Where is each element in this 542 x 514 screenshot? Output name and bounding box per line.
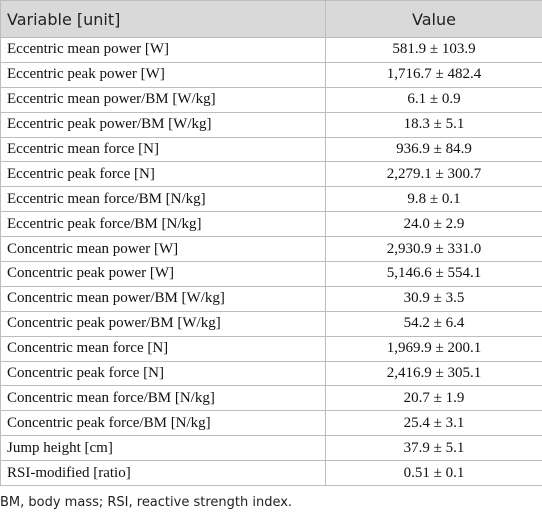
value-cell: 2,416.9 ± 305.1 bbox=[325, 360, 542, 387]
variable-cell: Eccentric mean force/BM [N/kg] bbox=[0, 186, 326, 213]
value-cell: 9.8 ± 0.1 bbox=[325, 186, 542, 213]
header-row: Variable [unit] Value bbox=[0, 0, 542, 38]
data-table: Variable [unit] Value Eccentric mean powe… bbox=[0, 0, 542, 487]
table-row: Eccentric mean force/BM [N/kg] 9.8 ± 0.1 bbox=[0, 186, 542, 213]
value-cell: 0.51 ± 0.1 bbox=[325, 460, 542, 487]
value-cell: 2,279.1 ± 300.7 bbox=[325, 161, 542, 188]
table-body: Eccentric mean power [W] 581.9 ± 103.9 Ecc… bbox=[0, 37, 542, 487]
value-cell: 20.7 ± 1.9 bbox=[325, 385, 542, 412]
value-cell: 18.3 ± 5.1 bbox=[325, 111, 542, 138]
variable-cell: RSI-modified [ratio] bbox=[0, 460, 326, 487]
table-row: Concentric peak power [W] 5,146.6 ± 554.1 bbox=[0, 261, 542, 287]
table-row: Eccentric mean power/BM [W/kg] 6.1 ± 0.9 bbox=[0, 86, 542, 113]
value-cell: 5,146.6 ± 554.1 bbox=[325, 261, 542, 287]
variable-cell: Eccentric mean force [N] bbox=[0, 136, 326, 163]
value-cell: 25.4 ± 3.1 bbox=[325, 410, 542, 437]
header-cell: Variable [unit] bbox=[0, 0, 326, 38]
variable-cell: Eccentric peak power/BM [W/kg] bbox=[0, 111, 326, 138]
variable-cell: Eccentric mean power/BM [W/kg] bbox=[0, 86, 326, 113]
value-cell: 581.9 ± 103.9 bbox=[325, 37, 542, 63]
table-row: Eccentric peak force/BM [N/kg] 24.0 ± 2.9 bbox=[0, 211, 542, 238]
value-cell: 30.9 ± 3.5 bbox=[325, 285, 542, 312]
footnote: BM, body mass; RSI, reactive strength in… bbox=[0, 495, 293, 510]
variable-cell: Concentric peak power/BM [W/kg] bbox=[0, 310, 326, 337]
variable-cell: Concentric mean force/BM [N/kg] bbox=[0, 385, 326, 412]
value-cell: 936.9 ± 84.9 bbox=[325, 136, 542, 163]
variable-cell: Eccentric mean power [W] bbox=[0, 37, 326, 63]
value-cell: 1,716.7 ± 482.4 bbox=[325, 61, 542, 88]
table-row: Eccentric peak power [W] 1,716.7 ± 482.4 bbox=[0, 61, 542, 88]
value-cell: 24.0 ± 2.9 bbox=[325, 211, 542, 238]
table-row: Concentric mean power [W] 2,930.9 ± 331.0 bbox=[0, 236, 542, 263]
table-row: Eccentric mean power [W] 581.9 ± 103.9 bbox=[0, 37, 542, 63]
value-cell: 54.2 ± 6.4 bbox=[325, 310, 542, 337]
table-row: Concentric peak force/BM [N/kg] 25.4 ± 3.… bbox=[0, 410, 542, 437]
table-row: Eccentric mean force [N] 936.9 ± 84.9 bbox=[0, 136, 542, 163]
variable-cell: Eccentric peak force [N] bbox=[0, 161, 326, 188]
table-row: Eccentric peak force [N] 2,279.1 ± 300.7 bbox=[0, 161, 542, 188]
table-row: Concentric peak force [N] 2,416.9 ± 305.1 bbox=[0, 360, 542, 387]
variable-cell: Concentric mean power [W] bbox=[0, 236, 326, 263]
variable-cell: Concentric peak force [N] bbox=[0, 360, 326, 387]
variable-cell: Concentric peak force/BM [N/kg] bbox=[0, 410, 326, 437]
table-row: Concentric peak power/BM [W/kg] 54.2 ± 6.… bbox=[0, 310, 542, 337]
table-row: Concentric mean force [N] 1,969.9 ± 200.1 bbox=[0, 335, 542, 362]
variable-cell: Eccentric peak force/BM [N/kg] bbox=[0, 211, 326, 238]
value-cell: 37.9 ± 5.1 bbox=[325, 435, 542, 462]
variable-cell: Concentric peak power [W] bbox=[0, 261, 326, 287]
value-cell: 6.1 ± 0.9 bbox=[325, 86, 542, 113]
value-cell: 2,930.9 ± 331.0 bbox=[325, 236, 542, 263]
table-row: RSI-modified [ratio] 0.51 ± 0.1 bbox=[0, 460, 542, 487]
variable-cell: Eccentric peak power [W] bbox=[0, 61, 326, 88]
header-cell: Value bbox=[325, 0, 542, 38]
variable-cell: Concentric mean force [N] bbox=[0, 335, 326, 362]
table-row: Concentric mean force/BM [N/kg] 20.7 ± 1.… bbox=[0, 385, 542, 412]
table-row: Jump height [cm] 37.9 ± 5.1 bbox=[0, 435, 542, 462]
variable-cell: Jump height [cm] bbox=[0, 435, 326, 462]
table-row: Eccentric peak power/BM [W/kg] 18.3 ± 5.1 bbox=[0, 111, 542, 138]
variable-cell: Concentric mean power/BM [W/kg] bbox=[0, 285, 326, 312]
table-row: Concentric mean power/BM [W/kg] 30.9 ± 3.… bbox=[0, 285, 542, 312]
value-cell: 1,969.9 ± 200.1 bbox=[325, 335, 542, 362]
